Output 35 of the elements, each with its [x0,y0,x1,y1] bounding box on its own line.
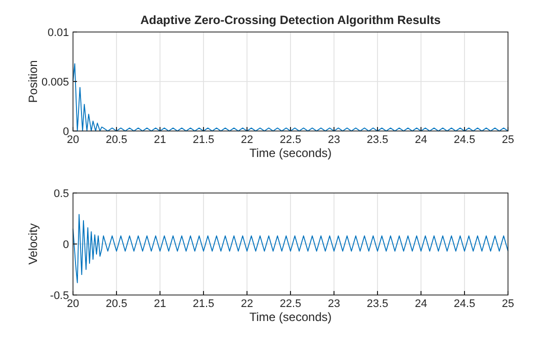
x-axis-title: Time (seconds) [249,310,332,324]
x-tick-label: 23.5 [366,134,388,146]
x-tick-label: 22 [240,134,254,146]
x-tick-label: 21 [154,298,166,310]
x-tick-label: 21.5 [192,298,214,310]
x-tick-label: 25 [502,298,514,310]
x-tick-label: 21 [154,134,166,146]
x-tick-label: 22.5 [280,134,302,146]
y-tick-label: 0.01 [48,26,69,39]
y-axis-title: Position [26,60,40,103]
chart-title: Adaptive Zero-Crossing Detection Algorithm Results [140,13,441,27]
line-series [72,63,508,132]
y-tick-label: 0 [62,126,69,138]
x-tick-label: 24 [414,134,428,146]
y-tick-label: 0.005 [41,76,69,88]
x-tick-label: 20 [66,134,80,146]
x-tick-label: 25 [502,134,514,146]
x-axis-title: Time (seconds) [249,146,332,160]
x-tick-label: 24.5 [454,134,476,146]
x-tick-label: 20 [66,298,80,310]
x-tick-label: 20.5 [106,298,128,310]
x-tick-label: 24 [414,298,428,310]
y-axis-title: Velocity [26,223,40,265]
x-tick-label: 20.5 [106,134,128,146]
y-tick-label: 0.5 [54,188,69,200]
x-tick-label: 23.5 [366,298,388,310]
x-tick-label: 23 [328,298,340,310]
x-tick-label: 22 [240,298,254,310]
x-tick-label: 24.5 [454,298,476,310]
x-tick-label: 21.5 [192,134,214,146]
line-series [72,214,508,284]
x-tick-label: 22.5 [280,298,302,310]
y-tick-label: -0.5 [50,290,69,302]
y-tick-label: 0 [62,238,69,251]
x-tick-label: 23 [328,134,340,146]
